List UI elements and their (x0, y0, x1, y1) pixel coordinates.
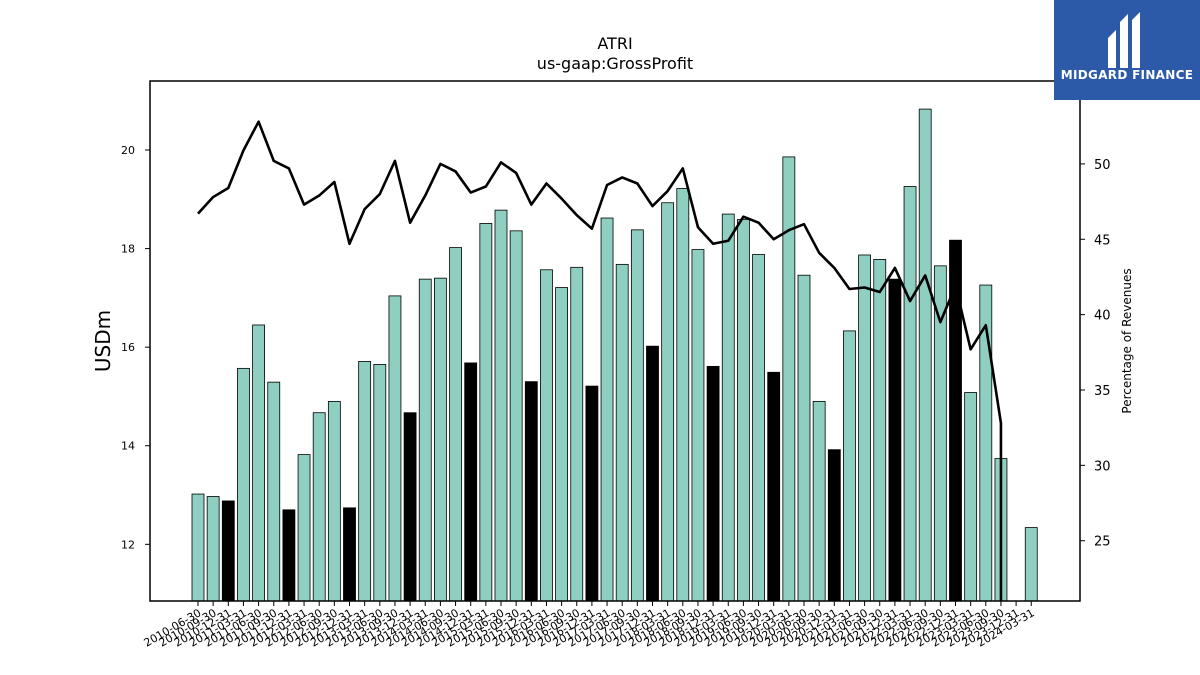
bar (221, 500, 235, 602)
y-axis-left: 12 14 16 18 20 (121, 144, 150, 551)
bar (585, 385, 599, 602)
y2-axis-label: Percentage of Revenues (1120, 268, 1134, 413)
bar (600, 217, 614, 602)
y-tick-label: 18 (121, 243, 135, 256)
bar (312, 412, 326, 602)
bar (888, 278, 902, 602)
bar (509, 230, 523, 602)
bar (873, 259, 887, 602)
bar (540, 269, 553, 602)
bar (464, 362, 478, 602)
bar (797, 274, 811, 602)
brand-name: MIDGARD FINANCE (1060, 68, 1194, 82)
bar (327, 400, 341, 602)
bar (721, 213, 735, 602)
bar (297, 454, 311, 602)
percentage-line-series (197, 120, 1003, 601)
bar (615, 263, 629, 602)
midgard-logo-icon (1108, 12, 1140, 68)
bar (782, 156, 796, 602)
y-tick-label: 16 (121, 341, 135, 354)
y2-tick-label: 40 (1094, 309, 1111, 324)
bar (918, 108, 932, 602)
bar (827, 449, 841, 602)
y-axis-right: 25 30 35 40 45 50 (1080, 158, 1111, 550)
y2-tick-label: 45 (1094, 233, 1111, 248)
bar (933, 265, 947, 602)
y2-tick-label: 35 (1094, 384, 1111, 399)
bar (433, 277, 447, 602)
bar (812, 400, 826, 602)
bar (449, 247, 462, 602)
bar (191, 493, 205, 602)
bar (252, 324, 266, 602)
y-tick-label: 20 (121, 144, 135, 157)
bar (388, 295, 402, 602)
bar (752, 254, 765, 602)
chart-subtitle: us-gaap:GrossProfit (537, 54, 693, 73)
bar (964, 392, 978, 602)
bar (282, 509, 296, 602)
bar (646, 345, 659, 602)
y-axis-label: USDm (91, 310, 115, 372)
bar (524, 381, 538, 602)
bar (479, 223, 493, 602)
bar (570, 266, 584, 602)
bar (858, 254, 871, 602)
bar (418, 278, 432, 602)
bar (691, 249, 705, 602)
bar (630, 229, 644, 602)
bar (555, 287, 568, 602)
y2-tick-label: 30 (1094, 459, 1111, 474)
bar (206, 496, 220, 602)
bar (403, 412, 417, 602)
brand-logo: MIDGARD FINANCE (1054, 0, 1200, 100)
bar-series (191, 108, 1038, 602)
bar (661, 202, 675, 602)
bar (343, 507, 356, 602)
bar (1024, 527, 1038, 602)
bar (767, 371, 781, 602)
y2-tick-label: 50 (1094, 158, 1111, 173)
chart-title: ATRI (597, 34, 632, 53)
bar (676, 188, 690, 602)
bar (843, 330, 856, 602)
bar (237, 367, 250, 602)
bar (373, 364, 387, 602)
y2-tick-label: 25 (1094, 535, 1111, 550)
bar (267, 381, 281, 602)
bar (706, 365, 720, 602)
percentage-line (197, 120, 1003, 601)
bar (903, 186, 917, 602)
plot-frame (149, 80, 1081, 602)
bar (494, 209, 508, 602)
x-axis: 2010-06-302010-09-302010-12-312011-03-31… (142, 601, 1037, 650)
bar (358, 361, 372, 602)
y-tick-label: 14 (121, 440, 135, 453)
y-tick-label: 12 (121, 538, 135, 551)
bar (737, 219, 750, 602)
